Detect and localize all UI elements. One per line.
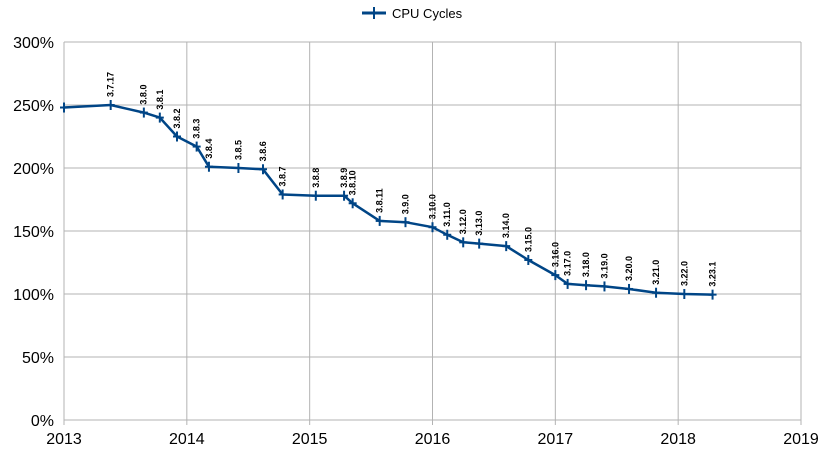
axes: 0% 50% 100% 150% 200% 250% 300% 2013 2014 2015 201… bbox=[13, 35, 819, 448]
x-tick-label: 2014 bbox=[169, 431, 205, 448]
x-tick-label: 2016 bbox=[415, 431, 451, 448]
x-tick-label: 2019 bbox=[783, 431, 819, 448]
y-tick-label: 250% bbox=[13, 98, 54, 115]
data-label: 3.8.10 bbox=[348, 170, 358, 195]
y-tick-label: 300% bbox=[13, 35, 54, 52]
data-label: 3.8.8 bbox=[311, 168, 321, 188]
y-tick-label: 150% bbox=[13, 224, 54, 241]
data-label: 3.9.0 bbox=[400, 194, 410, 214]
series-cpu-cycles bbox=[60, 100, 717, 300]
y-tick-label: 0% bbox=[31, 413, 54, 430]
data-label: 3.16.0 bbox=[550, 242, 560, 267]
data-label: 3.8.2 bbox=[172, 108, 182, 128]
data-label: 3.14.0 bbox=[501, 213, 511, 238]
data-label: 3.8.3 bbox=[192, 119, 202, 139]
data-label: 3.13.0 bbox=[474, 211, 484, 236]
legend-label: CPU Cycles bbox=[392, 6, 463, 21]
y-tick-label: 50% bbox=[22, 350, 54, 367]
data-label: 3.15.0 bbox=[523, 227, 533, 252]
data-label: 3.8.11 bbox=[375, 188, 385, 213]
data-label: 3.20.0 bbox=[624, 256, 634, 281]
data-label: 3.8.0 bbox=[139, 85, 149, 105]
data-label: 3.8.5 bbox=[233, 140, 243, 160]
data-label: 3.8.6 bbox=[258, 141, 268, 161]
data-label: 3.8.1 bbox=[155, 90, 165, 110]
data-label: 3.17.0 bbox=[563, 251, 573, 276]
data-label: 3.21.0 bbox=[651, 260, 661, 285]
data-label: 3.7.17 bbox=[106, 72, 116, 97]
data-label: 3.22.0 bbox=[679, 261, 689, 286]
data-label: 3.8.4 bbox=[204, 139, 214, 159]
data-label: 3.23.1 bbox=[708, 262, 718, 287]
series-line bbox=[63, 103, 713, 296]
y-tick-label: 200% bbox=[13, 161, 54, 178]
data-label: 3.12.0 bbox=[458, 209, 468, 234]
x-tick-label: 2017 bbox=[538, 431, 574, 448]
x-tick-label: 2013 bbox=[46, 431, 82, 448]
data-label: 3.8.7 bbox=[278, 166, 288, 186]
data-labels: 3.7.17 3.8.0 3.8.1 3.8.2 3.8.33.8.4 3.8.5 3.8.… bbox=[106, 72, 718, 287]
data-label: 3.10.0 bbox=[428, 194, 438, 219]
data-label: 3.11.0 bbox=[442, 202, 452, 227]
data-label: 3.18.0 bbox=[581, 252, 591, 277]
x-tick-label: 2018 bbox=[660, 431, 696, 448]
data-label: 3.19.0 bbox=[600, 253, 610, 278]
legend: CPU Cycles bbox=[362, 6, 463, 21]
data-label: 3.8.9 bbox=[339, 168, 349, 188]
y-tick-label: 100% bbox=[13, 287, 54, 304]
x-tick-label: 2015 bbox=[292, 431, 328, 448]
